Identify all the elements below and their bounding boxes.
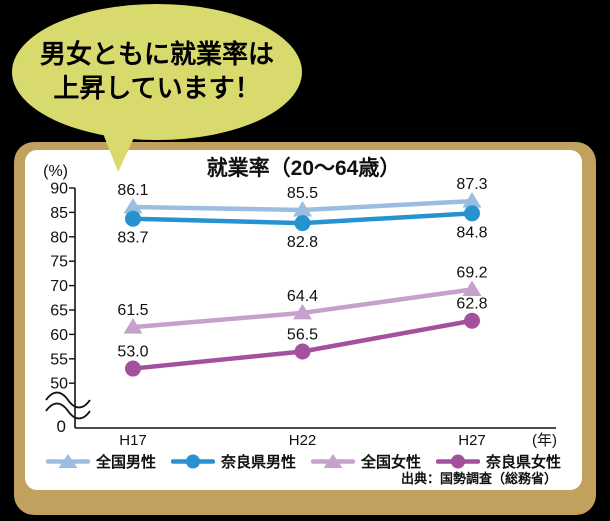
chart-legend: 全国男性 奈良県男性 全国女性 奈良県女性	[25, 449, 582, 473]
chart-title: 就業率（20～64歳）	[206, 157, 401, 180]
legend-item-triangle: 全国女性	[311, 451, 421, 472]
source-note: 出典：国勢調査（総務省）	[400, 471, 557, 486]
legend-label: 奈良県女性	[486, 453, 562, 471]
speech-bubble-line2: 上昇しています！	[53, 73, 261, 103]
speech-bubble: 男女ともに就業率は 上昇しています！	[12, 4, 302, 140]
legend-label: 全国男性	[95, 453, 156, 471]
chart-card-inner	[25, 150, 582, 490]
circle-marker-icon	[436, 454, 481, 469]
speech-bubble-line1: 男女ともに就業率は	[39, 39, 274, 70]
legend-item-triangle: 全国男性	[45, 451, 156, 472]
triangle-marker-icon	[311, 454, 355, 468]
triangle-marker-icon	[45, 454, 90, 468]
circle-marker-icon	[170, 454, 215, 469]
legend-item-circle: 奈良県男性	[170, 451, 296, 472]
legend-label: 全国女性	[361, 453, 422, 471]
legend-item-circle: 奈良県女性	[436, 451, 561, 472]
legend-label: 奈良県男性	[220, 453, 296, 471]
